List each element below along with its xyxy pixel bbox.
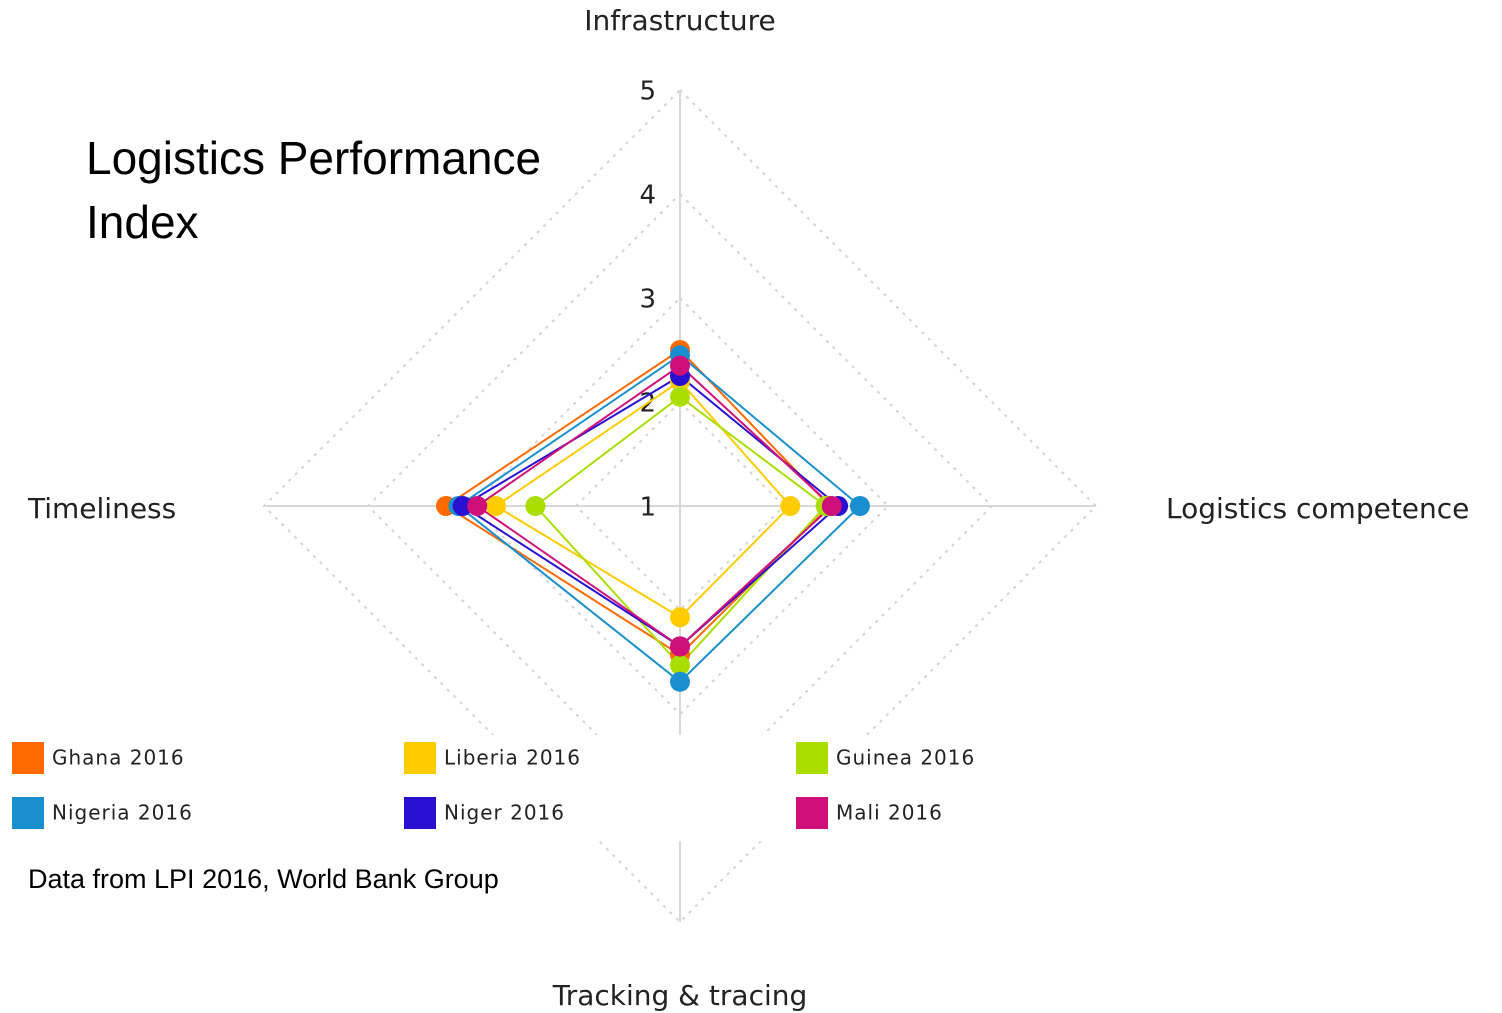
category-label: Timeliness: [27, 492, 176, 525]
legend-label: Ghana 2016: [52, 746, 185, 770]
data-point: [780, 496, 801, 516]
legend-label: Niger 2016: [444, 801, 565, 825]
data-point: [821, 496, 842, 516]
legend-swatch: [12, 797, 44, 829]
r-tick-label: 3: [639, 285, 656, 315]
r-tick-label: 1: [639, 493, 656, 523]
data-point: [485, 496, 506, 516]
r-tick-label: 5: [639, 77, 656, 107]
chart-title: Logistics Performance Index: [86, 132, 542, 248]
r-tick-label: 4: [639, 181, 656, 211]
source-note: Data from LPI 2016, World Bank Group: [28, 864, 499, 894]
legend-background: [0, 735, 1502, 841]
category-label: Tracking & tracing: [552, 979, 808, 1012]
data-point: [452, 496, 473, 516]
data-point: [670, 355, 690, 376]
data-point: [670, 636, 690, 657]
data-point: [525, 496, 546, 516]
legend-label: Nigeria 2016: [52, 801, 193, 825]
legend-label: Guinea 2016: [836, 746, 975, 770]
legend-swatch: [796, 742, 828, 774]
legend-swatch: [796, 797, 828, 829]
legend-swatch: [404, 797, 436, 829]
data-point: [670, 607, 690, 628]
legend-label: Mali 2016: [836, 801, 943, 825]
legend-swatch: [404, 742, 436, 774]
category-label: Infrastructure: [584, 4, 776, 37]
data-point: [849, 496, 870, 516]
category-label: Logistics competence: [1166, 492, 1469, 525]
legend-label: Liberia 2016: [444, 746, 581, 770]
data-point: [670, 386, 690, 407]
data-point: [670, 671, 690, 692]
data-point: [670, 655, 690, 676]
data-point: [467, 496, 488, 516]
legend-swatch: [12, 742, 44, 774]
